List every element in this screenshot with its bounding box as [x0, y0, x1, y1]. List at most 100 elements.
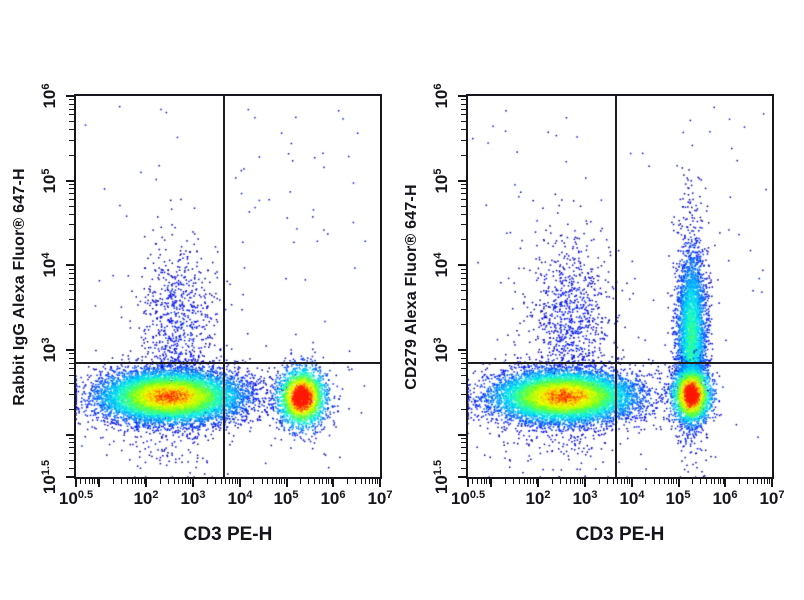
- x-axis-tick-mark: [486, 479, 488, 484]
- y-axis-tick-mark: [69, 375, 74, 376]
- x-axis-tick-mark: [752, 479, 754, 484]
- y-axis-tick-mark: [461, 239, 466, 241]
- y-axis-tick-mark: [461, 277, 466, 279]
- left-flow-plot: Rabbit IgG Alexa Fluor® 647-H 100.5 102 10…: [11, 83, 393, 545]
- quadrant-gate-horizontal-line: [468, 362, 772, 364]
- x-axis-tick-mark: [300, 479, 301, 484]
- y-axis-tick-mark: [461, 408, 466, 410]
- x-axis-tick-mark: [606, 479, 608, 484]
- x-axis-tick-mark: [191, 479, 194, 487]
- y-axis-tick-mark: [69, 139, 74, 141]
- y-axis-tick-mark: [461, 213, 466, 215]
- y-axis-tick-mark: [461, 139, 466, 141]
- y-axis-tick-mark: [461, 188, 466, 190]
- x-axis-tick-mark: [377, 479, 379, 484]
- density-scatter-canvas: [468, 96, 772, 477]
- y-axis-tick-mark: [461, 452, 466, 454]
- y-axis-tick-mark: [461, 283, 466, 285]
- x-axis-tick-mark: [645, 479, 647, 484]
- y-axis-tick-mark: [66, 95, 74, 97]
- x-axis-tick-mark: [346, 479, 348, 484]
- y-axis-tick-mark: [69, 357, 74, 359]
- x-axis-tick-mark: [505, 479, 506, 484]
- y-axis-tick-mark: [461, 375, 466, 376]
- y-axis-tick-mark: [69, 103, 74, 105]
- y-axis-tick-mark: [69, 99, 74, 101]
- x-tick-label: 102: [133, 489, 159, 508]
- y-tick-label: 106: [40, 83, 59, 109]
- x-axis-tick-mark: [617, 479, 619, 484]
- y-tick-label: 105: [432, 168, 451, 194]
- x-axis-tick-mark: [722, 479, 724, 484]
- x-axis-label: CD3 PE-H: [575, 524, 665, 545]
- x-axis-tick-mark: [653, 479, 655, 484]
- x-tick-label: 100.5: [58, 489, 94, 508]
- y-axis-tick-mark: [69, 408, 74, 410]
- y-axis-tick-mark: [69, 467, 74, 469]
- x-axis-tick-mark: [375, 479, 376, 484]
- x-axis-tick-mark: [253, 479, 255, 484]
- y-axis-tick-mark: [461, 193, 466, 195]
- x-axis-tick-mark: [330, 479, 332, 484]
- y-axis-tick-mark: [458, 95, 466, 97]
- y-axis-tick-mark: [461, 298, 466, 300]
- y-axis-tick-mark: [461, 114, 466, 116]
- x-axis-tick-mark: [91, 479, 93, 484]
- x-axis-tick-mark: [285, 479, 288, 487]
- x-axis-tick-mark: [190, 479, 192, 484]
- y-axis-tick-mark: [461, 438, 466, 439]
- y-tick-label: 104: [40, 252, 59, 278]
- y-axis-tick-mark: [69, 309, 74, 311]
- x-axis-tick-mark: [322, 479, 324, 484]
- x-axis-tick-mark: [88, 479, 90, 484]
- x-axis-tick-mark: [281, 479, 283, 484]
- y-axis-tick-mark: [461, 129, 466, 131]
- y-axis-tick-mark: [69, 459, 74, 461]
- y-axis-tick-mark: [461, 309, 466, 311]
- x-axis-label: CD3 PE-H: [183, 524, 273, 545]
- x-axis-tick-mark: [533, 479, 535, 484]
- y-axis-tick-mark: [69, 193, 74, 195]
- y-axis-label: Rabbit IgG Alexa Fluor® 647-H: [11, 167, 28, 406]
- x-axis-tick-mark: [178, 479, 180, 484]
- y-tick-label: 101.5: [432, 459, 451, 495]
- y-axis-tick-mark: [69, 362, 74, 364]
- x-axis-tick-mark: [308, 479, 310, 484]
- y-axis-tick-mark: [69, 273, 74, 274]
- y-tick-label: 105: [40, 168, 59, 194]
- x-axis-tick-mark: [710, 479, 712, 484]
- x-axis-tick-mark: [187, 479, 189, 484]
- x-axis-tick-mark: [476, 479, 478, 484]
- x-axis-tick-mark: [747, 479, 748, 484]
- x-tick-label: 106: [712, 489, 738, 508]
- x-axis-tick-mark: [677, 479, 680, 487]
- x-tick-label: 106: [320, 489, 346, 508]
- y-axis-tick-mark: [66, 433, 74, 436]
- x-axis-tick-mark: [135, 479, 137, 484]
- y-axis-tick-mark: [69, 447, 74, 449]
- x-axis-tick-mark: [127, 479, 128, 484]
- x-axis-tick-mark: [706, 479, 708, 484]
- y-axis-tick-mark: [69, 108, 74, 110]
- y-axis-tick-mark: [461, 324, 466, 325]
- x-axis-tick-mark: [228, 479, 230, 484]
- x-axis-tick-mark: [692, 479, 693, 484]
- y-axis-tick-mark: [66, 476, 74, 478]
- x-axis-tick-mark: [519, 479, 520, 484]
- x-axis-tick-mark: [551, 479, 553, 484]
- x-axis-tick-mark: [121, 479, 123, 484]
- x-axis-tick-mark: [168, 479, 169, 484]
- x-axis-tick-mark: [332, 479, 335, 487]
- x-axis-tick-mark: [527, 479, 529, 484]
- y-axis-tick-mark: [69, 188, 74, 190]
- x-axis-tick-mark: [659, 479, 661, 484]
- y-axis-label: CD279 Alexa Fluor® 647-H: [403, 183, 420, 390]
- y-axis-tick-mark: [458, 179, 466, 182]
- y-axis-tick-mark: [69, 438, 74, 439]
- x-axis-tick-mark: [113, 479, 114, 484]
- x-axis-tick-mark: [570, 479, 572, 484]
- y-axis-tick-mark: [461, 121, 466, 122]
- x-axis-tick-mark: [231, 479, 233, 484]
- x-axis-tick-mark: [629, 479, 631, 484]
